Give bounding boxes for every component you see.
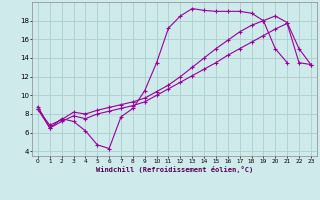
X-axis label: Windchill (Refroidissement éolien,°C): Windchill (Refroidissement éolien,°C) [96, 166, 253, 173]
